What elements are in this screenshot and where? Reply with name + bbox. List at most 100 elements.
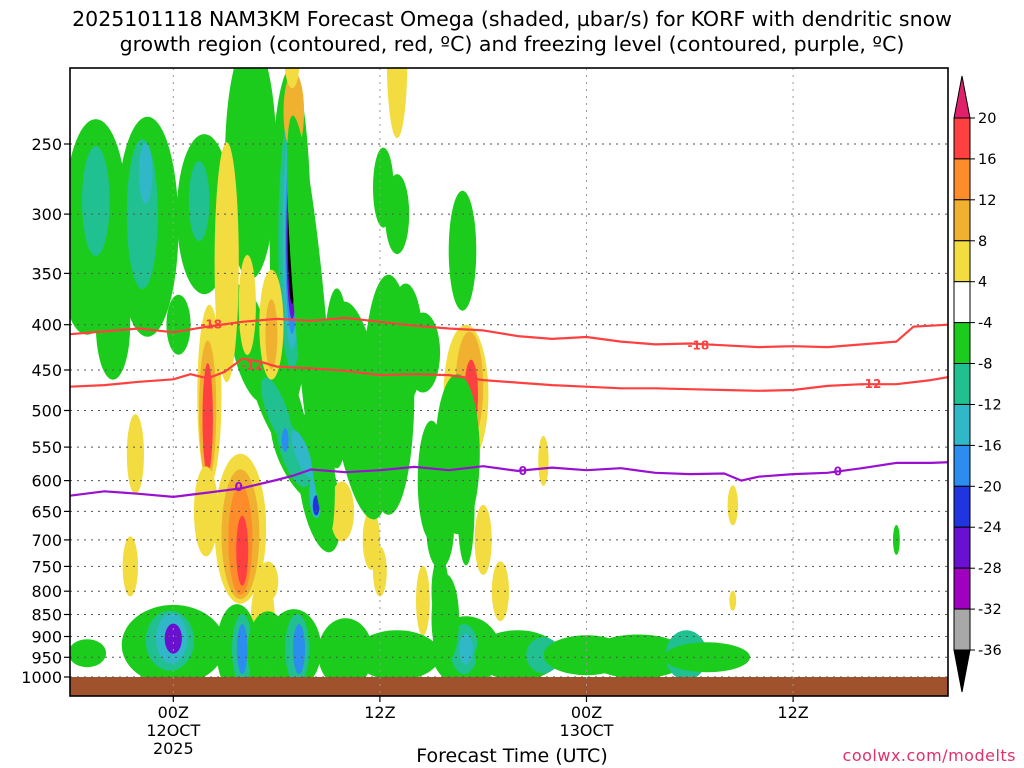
y-tick-label: 1000	[21, 668, 62, 687]
omega-region	[265, 299, 278, 370]
omega-region	[457, 445, 475, 566]
contour-labels: -18 -18 -12 -12 0 0 0	[200, 318, 881, 494]
y-tick-label: 750	[31, 557, 62, 576]
colorbar-bin	[953, 404, 971, 446]
credit-text: coolwx.com/modelts	[842, 746, 1016, 765]
omega-region	[595, 642, 647, 673]
x-tick-label: 12Z	[364, 703, 395, 722]
contour-label: -12	[242, 359, 264, 373]
omega-region	[969, 481, 1007, 621]
y-tick-label: 650	[31, 502, 62, 521]
plot-frame	[69, 67, 949, 697]
x-tick-label: 13OCT	[560, 721, 614, 740]
colorbar-max-arrow	[953, 75, 971, 119]
x-tick-label: 00Z	[571, 703, 602, 722]
x-tick-label: 00Z	[158, 703, 189, 722]
colorbar-tick-label: -28	[978, 561, 1002, 577]
omega-region	[538, 435, 549, 486]
omega-region	[138, 143, 153, 204]
colorbar-tick-label: 4	[978, 275, 987, 291]
colorbar-bin	[953, 363, 971, 405]
contour-line	[70, 357, 948, 392]
omega-region	[237, 624, 248, 675]
colorbar-tick-label: 12	[978, 193, 996, 209]
omega-region	[998, 517, 1024, 627]
y-tick-label: 450	[31, 361, 62, 380]
colorbar-tick-label: 16	[978, 152, 996, 168]
colorbar-tick-label: 20	[978, 111, 996, 127]
contour-label: -18	[200, 318, 222, 332]
colorbar-tick-label: -8	[978, 357, 992, 373]
y-tick-label: 900	[31, 628, 62, 647]
colorbar-bin	[953, 485, 971, 528]
omega-region	[291, 430, 314, 478]
omega-region	[238, 255, 256, 355]
omega-region	[284, 68, 300, 89]
colorbar-tick-label: -36	[978, 643, 1002, 659]
colorbar: 20 16 12 8 4 -4 -8 -12 -16 -20 -24 -28 -32 -36	[953, 75, 1002, 693]
y-tick-label: 950	[31, 648, 62, 667]
colorbar-tick-label: -4	[978, 316, 992, 332]
omega-region	[164, 623, 182, 654]
colorbar-bin	[953, 526, 971, 569]
colorbar-bin	[953, 567, 971, 610]
contour-label: 0	[834, 465, 842, 479]
y-tick-label: 600	[31, 472, 62, 491]
omega-region	[70, 639, 107, 668]
omega-region	[416, 565, 430, 636]
omega-region	[373, 147, 394, 228]
omega-region	[257, 561, 279, 602]
omega-region	[354, 630, 441, 681]
colorbar-tick-label: -24	[978, 520, 1002, 536]
x-tick-label: 12OCT	[146, 721, 200, 740]
contour-line	[70, 461, 948, 498]
y-tick-label: 400	[31, 316, 62, 335]
contour-label: -12	[860, 377, 882, 391]
contour-label: 0	[235, 480, 243, 494]
x-tick-label: 12Z	[777, 703, 808, 722]
omega-region	[82, 146, 110, 257]
omega-region	[293, 624, 305, 675]
omega-region	[448, 190, 477, 311]
colorbar-bin	[953, 199, 971, 242]
colorbar-min-arrow	[953, 649, 971, 693]
y-tick-label: 300	[31, 205, 62, 224]
omega-region	[166, 294, 191, 355]
contour-label: 0	[519, 464, 527, 478]
colorbar-tick-label: -12	[978, 398, 1002, 414]
colorbar-tick-label: 8	[978, 234, 987, 250]
omega-region	[318, 618, 373, 689]
contour-label: -18	[688, 338, 710, 352]
omega-region	[236, 515, 249, 586]
omega-region	[193, 466, 219, 557]
colorbar-bin	[953, 240, 971, 283]
omega-region	[386, 68, 408, 139]
omega-region	[729, 590, 737, 611]
y-tick-label: 250	[31, 135, 62, 154]
omega-region	[994, 315, 1024, 442]
colorbar-bin	[953, 608, 971, 651]
omega-region	[1005, 537, 1022, 617]
omega-region	[431, 574, 460, 664]
omega-shading-layer	[70, 68, 1024, 695]
omega-region	[405, 312, 441, 393]
colorbar-tick-label: -20	[978, 479, 1002, 495]
omega-region	[373, 546, 387, 597]
omega-region	[459, 634, 473, 665]
omega-region	[281, 428, 289, 453]
colorbar-tick-label: -16	[978, 438, 1002, 454]
colorbar-bin	[953, 444, 971, 487]
y-tick-label: 500	[31, 402, 62, 421]
omega-region	[188, 161, 210, 242]
omega-region	[329, 481, 355, 542]
colorbar-bin	[953, 117, 971, 160]
chart-title-line2: growth region (contoured, red, ºC) and f…	[119, 32, 905, 56]
omega-region	[426, 488, 454, 569]
x-tick-label: 2025	[153, 739, 194, 758]
y-tick-label: 800	[31, 582, 62, 601]
omega-region	[126, 414, 144, 495]
y-tick-label: 350	[31, 264, 62, 283]
omega-region	[727, 485, 738, 526]
